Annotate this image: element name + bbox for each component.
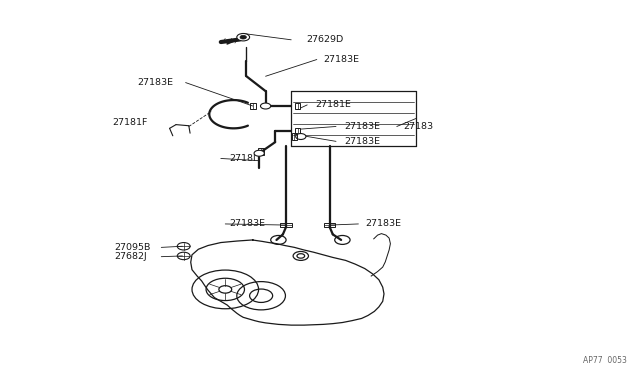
Bar [324,223,335,227]
Text: 27682J: 27682J [114,252,147,261]
Text: 2718I: 2718I [229,154,256,163]
Circle shape [240,35,246,39]
Circle shape [237,33,250,41]
Bar [295,103,301,109]
Circle shape [260,103,271,109]
Circle shape [296,134,306,140]
Text: 27183: 27183 [403,122,433,131]
Text: 27183E: 27183E [365,219,401,228]
Text: 27183E: 27183E [344,122,380,131]
Text: AP77  0053: AP77 0053 [583,356,627,365]
Text: 27183E: 27183E [344,137,380,146]
Text: 27629D: 27629D [306,35,343,44]
Bar [295,128,301,134]
Bar [259,148,264,155]
Circle shape [254,150,264,156]
Text: 27095B: 27095B [114,243,150,252]
Bar [250,103,256,109]
Bar [292,133,297,140]
Text: 27183E: 27183E [229,219,265,228]
Text: 27183E: 27183E [138,78,173,87]
Text: 27181F: 27181F [112,118,147,126]
Bar [280,223,292,227]
Text: 27183E: 27183E [323,55,359,64]
Text: 27181E: 27181E [316,100,351,109]
